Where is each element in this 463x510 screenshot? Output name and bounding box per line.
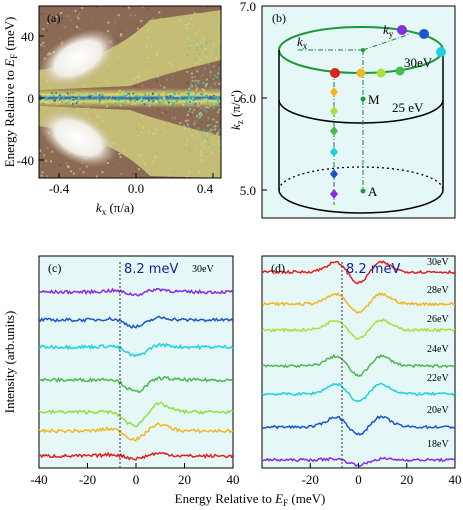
x-tick-label: -40: [30, 472, 47, 487]
d-energy-label: 18eV: [427, 439, 449, 450]
d-energy-label: 24eV: [427, 344, 449, 355]
c-curve: [39, 401, 233, 428]
x-tick-label: 20: [178, 472, 191, 487]
curves-d: [262, 260, 455, 467]
d-gap-label: 8.2 meV: [346, 262, 400, 277]
a-xtick-0: 0.0: [128, 181, 144, 196]
d-energy-label: 28eV: [427, 285, 449, 296]
bz-top-dot: [395, 66, 405, 76]
d-curve: [262, 318, 455, 340]
a-xtick-04: 0.4: [197, 181, 214, 196]
a-xtick-neg04: -0.4: [49, 181, 70, 196]
d-energy-label: 20eV: [427, 405, 449, 416]
bz-A-point: [360, 188, 366, 194]
d-curve: [262, 291, 455, 314]
panel-a: 40 0 -40 -0.4 0.0 0.4 (a) kx (π/a) Energ…: [2, 5, 222, 217]
x-tick-label: -20: [302, 472, 319, 487]
bz-top-dot: [436, 47, 446, 57]
c-gap-label: 8.2 meV: [124, 262, 178, 277]
c-curve: [39, 421, 233, 442]
bz-A-label: A: [368, 184, 378, 199]
panel-b-label: (b): [272, 11, 286, 25]
bz-side-dot: [330, 106, 338, 116]
panel-a-label: (a): [47, 11, 60, 25]
c-curve: [39, 451, 233, 461]
panel-d-label: (d): [271, 261, 285, 275]
panel-b: (b) 7.0 6.0 5.0 kz (π/c') kx ky 30eV 25 …: [228, 0, 456, 219]
panel-d: (d) 8.2 meV 30eV 28eV 26eV 24eV 22eV 20eV 18eV…: [261, 255, 462, 487]
panel-c-label: (c): [48, 261, 61, 275]
bz-25ev-label: 25 eV: [392, 100, 424, 115]
cd-xlabel: Energy Relative to EF (meV): [175, 491, 326, 508]
a-xlabel: kx (π/a): [96, 200, 134, 217]
c-curve: [39, 342, 233, 358]
d-curve: [262, 353, 455, 378]
bz-top-dot: [376, 68, 386, 78]
b-ytick-5: 5.0: [240, 183, 256, 198]
a-ylabel: Energy Relative to EF (meV): [2, 17, 19, 168]
b-ytick-6: 6.0: [240, 91, 256, 106]
d-energy-label: 26eV: [427, 314, 449, 325]
curves-c: [39, 287, 233, 461]
b-ytick-7: 7.0: [240, 0, 256, 14]
x-tick-label: -20: [79, 472, 96, 487]
bz-side-dot: [330, 169, 338, 179]
x-tick-label: 20: [400, 472, 413, 487]
bz-side-dot: [330, 189, 338, 199]
bz-side-dot: [330, 147, 338, 157]
bz-side-dot: [330, 126, 338, 136]
bz-ky-label: ky: [383, 22, 394, 39]
a-ytick-0: 0: [28, 91, 35, 106]
d-energy-label: 22eV: [427, 373, 449, 384]
c-curve: [39, 287, 233, 297]
d-curve: [262, 415, 455, 436]
c-energy-label: 30eV: [192, 264, 214, 275]
bz-top-dot: [419, 29, 429, 39]
x-tick-label: 40: [227, 472, 240, 487]
d-curve: [262, 260, 455, 285]
heatmap-a: [39, 6, 221, 178]
cd-ylabel: Intensity (arb.units): [2, 311, 17, 414]
d-curve: [262, 382, 455, 403]
bz-top-dot: [330, 68, 340, 78]
c-curve: [39, 315, 233, 329]
bz-side-dot: [330, 87, 338, 97]
bz-kx-label: kx: [297, 34, 308, 51]
c-curve: [39, 375, 233, 394]
x-tick-label: 40: [449, 472, 462, 487]
x-tick-label: 0: [133, 472, 140, 487]
bz-top-dot: [397, 25, 407, 35]
a-ytick-40: 40: [21, 29, 34, 44]
bz-M-label: M: [368, 92, 380, 107]
bz-30ev-label: 30eV: [404, 55, 433, 70]
bz-top-dot: [356, 68, 366, 78]
bz-M-point: [360, 96, 366, 102]
b-ylabel: kz (π/c'): [228, 90, 245, 130]
panel-c: (c) 8.2 meV 30eV -40 -20 0 20 40: [30, 255, 240, 487]
a-ytick-neg40: -40: [17, 153, 34, 168]
x-tick-label: 0: [355, 472, 362, 487]
d-energy-label: 30eV: [427, 257, 449, 268]
